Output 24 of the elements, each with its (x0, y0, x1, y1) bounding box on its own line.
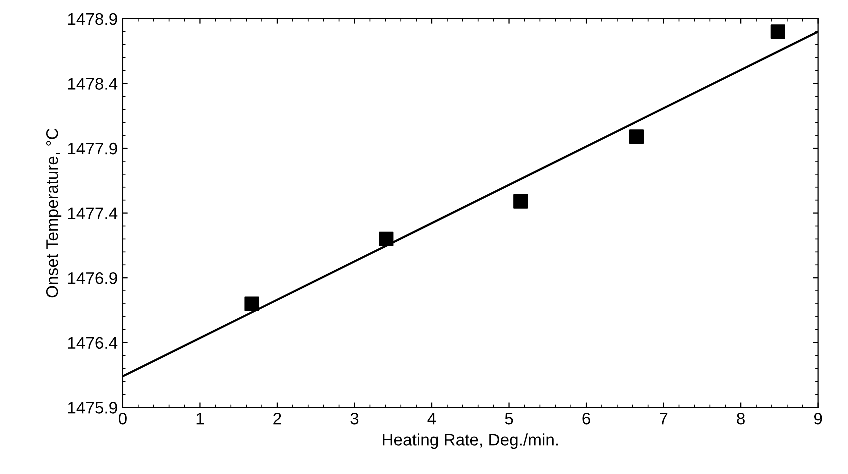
y-tick-label: 1476.9 (68, 272, 118, 284)
x-tick-label: 9 (814, 412, 822, 425)
y-tick-label: 1475.9 (68, 402, 118, 414)
y-tick-label: 1478.4 (68, 78, 118, 90)
x-tick-label: 5 (505, 413, 514, 425)
x-tick-label: 6 (582, 412, 590, 425)
point (514, 194, 528, 209)
point (379, 232, 394, 246)
x-tick-label: 1 (196, 413, 204, 425)
x-tick-label: 2 (274, 412, 282, 425)
x-tick-label: 7 (660, 413, 668, 425)
x-tick-label: 4 (428, 413, 436, 425)
x-tick-label: 8 (737, 412, 745, 425)
x-axis-title: Heating Rate, Deg./min. (383, 434, 558, 450)
y-tick-label: 1477.4 (68, 208, 118, 220)
y-tick-label: 1478.9 (68, 13, 118, 26)
y-tick-label: 1477.9 (68, 142, 118, 155)
x-tick-label: 0 (118, 412, 127, 425)
point (629, 130, 644, 144)
point (770, 24, 786, 40)
x-tick-label: 3 (350, 412, 359, 425)
y-axis-title: Onset Temperature, °C (46, 128, 62, 298)
point (244, 296, 260, 312)
y-tick-label: 1476.4 (68, 337, 118, 350)
